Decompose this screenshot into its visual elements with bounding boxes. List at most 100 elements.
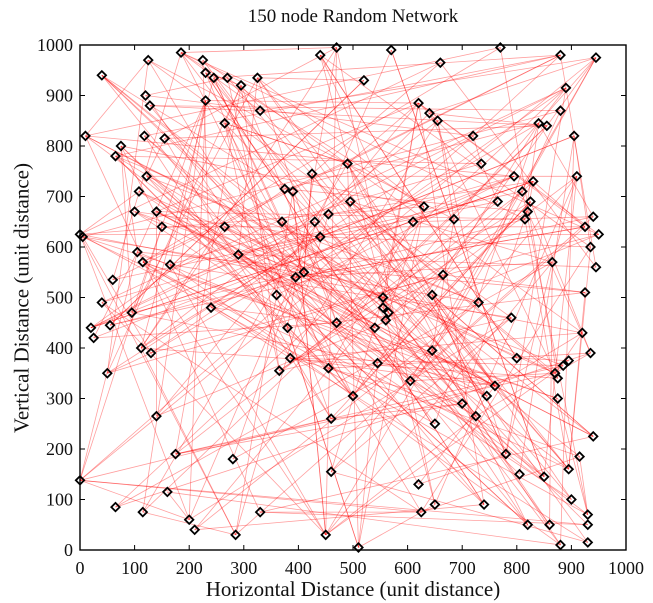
node-marker: [282, 322, 293, 334]
edge-line: [281, 221, 436, 424]
edge-line: [232, 350, 433, 460]
edge-line: [213, 77, 389, 313]
node-marker: [522, 519, 534, 531]
edge-line: [138, 191, 477, 417]
edge-line: [538, 87, 567, 124]
node-marker: [133, 185, 145, 197]
edge-line: [79, 191, 140, 235]
node-marker: [287, 185, 299, 197]
edge-line: [205, 72, 572, 500]
edge-line: [106, 60, 149, 374]
edge-line: [374, 175, 578, 329]
edge-line: [142, 47, 501, 263]
node-marker: [205, 302, 217, 314]
edge-line: [235, 294, 277, 535]
node-marker: [552, 372, 564, 384]
node-marker: [145, 347, 157, 359]
edge-line: [169, 221, 315, 266]
edge-line: [137, 251, 586, 293]
edge-line: [140, 47, 337, 349]
edge-line: [519, 135, 575, 475]
node-marker: [96, 297, 108, 309]
edge-line: [434, 176, 578, 505]
edge-line: [325, 47, 338, 535]
node-marker: [279, 183, 291, 195]
node-marker: [560, 82, 572, 94]
edge-line: [311, 173, 550, 525]
edge-line: [388, 312, 545, 478]
node-marker: [418, 201, 430, 213]
node-marker: [500, 448, 512, 460]
edge-line: [156, 211, 487, 397]
y-tick-label: 900: [46, 86, 73, 106]
edge-line: [429, 113, 559, 379]
edge-line: [142, 125, 548, 513]
node-marker: [587, 430, 599, 442]
edge-line: [336, 322, 545, 478]
y-axis-label: Vertical Distance (unit distance): [9, 163, 34, 433]
edge-line: [238, 175, 515, 255]
edge-line: [388, 312, 529, 525]
edge-line: [543, 176, 578, 477]
edge-line: [431, 294, 507, 455]
y-tick-label: 700: [46, 187, 73, 207]
edge-line: [115, 54, 561, 157]
edge-line: [79, 135, 474, 481]
node-marker: [516, 185, 528, 197]
edge-line: [325, 415, 477, 536]
edge-line: [279, 317, 512, 372]
edge-line: [213, 77, 305, 273]
edge-line: [79, 206, 425, 235]
edge-line: [142, 261, 496, 387]
edge-line: [79, 226, 163, 481]
edge-line: [494, 332, 583, 387]
node-marker: [200, 67, 212, 79]
edge-line: [281, 163, 482, 223]
node-marker: [101, 367, 113, 379]
edge-line: [115, 155, 482, 165]
edge-line: [142, 163, 348, 513]
node-marker: [183, 514, 195, 526]
node-marker: [344, 196, 356, 208]
edge-line: [350, 201, 556, 374]
edge-line: [257, 77, 569, 470]
node-marker: [568, 130, 580, 142]
edge-line: [224, 122, 348, 165]
edge-line: [295, 261, 553, 278]
edge-line: [325, 365, 564, 536]
edge-line: [213, 77, 283, 222]
edge-line: [358, 504, 436, 548]
node-marker: [546, 256, 558, 268]
edge-line: [107, 352, 152, 374]
edge-line: [224, 122, 488, 397]
node-marker: [585, 347, 596, 359]
node-marker: [276, 216, 288, 228]
edge-line: [290, 332, 583, 359]
edge-line: [101, 75, 376, 329]
edge-line: [149, 105, 547, 127]
node-marker: [219, 117, 231, 129]
node-marker: [426, 345, 438, 356]
node-marker: [85, 322, 97, 334]
node-marker: [585, 241, 596, 253]
edge-line: [224, 123, 332, 419]
x-tick-label: 400: [285, 558, 312, 578]
edge-line: [194, 218, 455, 531]
edge-line: [240, 85, 569, 470]
edge-line: [79, 233, 583, 334]
edge-line: [120, 145, 138, 253]
edge-line: [437, 120, 455, 220]
edge-line: [115, 155, 479, 303]
edge-line: [205, 72, 485, 505]
node-marker: [579, 286, 591, 298]
edge-line: [224, 226, 556, 374]
edge-line: [149, 105, 561, 112]
edge-line: [521, 191, 589, 515]
node-marker: [492, 196, 504, 208]
edge-line: [85, 135, 261, 513]
edge-line: [145, 95, 354, 397]
edge-line: [115, 155, 354, 397]
edge-line: [349, 201, 496, 387]
edge-line: [260, 57, 597, 112]
